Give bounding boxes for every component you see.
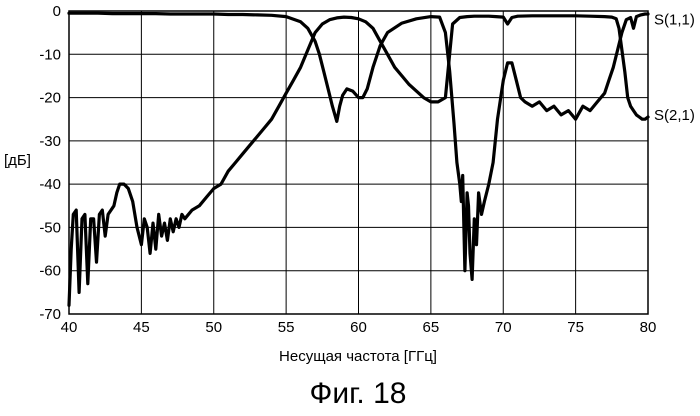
x-tick-label: 65 (423, 319, 440, 336)
x-tick-label: 80 (640, 319, 657, 336)
series-labels: S(1,1) S(2,1) (654, 12, 695, 124)
y-axis-label: [дБ] (4, 152, 31, 169)
x-tick-label: 70 (495, 319, 512, 336)
y-tick-label: -30 (39, 133, 61, 150)
y-tick-label: -10 (39, 46, 61, 63)
y-tick-label: -70 (39, 306, 61, 323)
series-label-s11: S(1,1) (654, 12, 695, 29)
figure-caption: Фиг. 18 (310, 377, 407, 410)
y-tick-label: -20 (39, 90, 61, 107)
x-tick-label: 40 (61, 319, 78, 336)
x-tick-label: 45 (133, 319, 150, 336)
x-tick-labels: 40 45 50 55 60 65 70 75 80 (61, 319, 657, 336)
x-axis-label: Несущая частота [ГГц] (279, 348, 437, 365)
x-tick-label: 60 (350, 319, 367, 336)
y-tick-label: -50 (39, 219, 61, 236)
x-tick-label: 75 (567, 319, 584, 336)
grid (69, 11, 648, 314)
series-label-s21: S(2,1) (654, 107, 695, 124)
y-tick-label: -40 (39, 176, 61, 193)
x-tick-label: 50 (205, 319, 222, 336)
x-tick-label: 55 (278, 319, 295, 336)
y-tick-labels: 0 -10 -20 -30 -40 -50 -60 -70 (39, 3, 61, 323)
y-tick-label: -60 (39, 263, 61, 280)
y-tick-label: 0 (53, 3, 61, 20)
